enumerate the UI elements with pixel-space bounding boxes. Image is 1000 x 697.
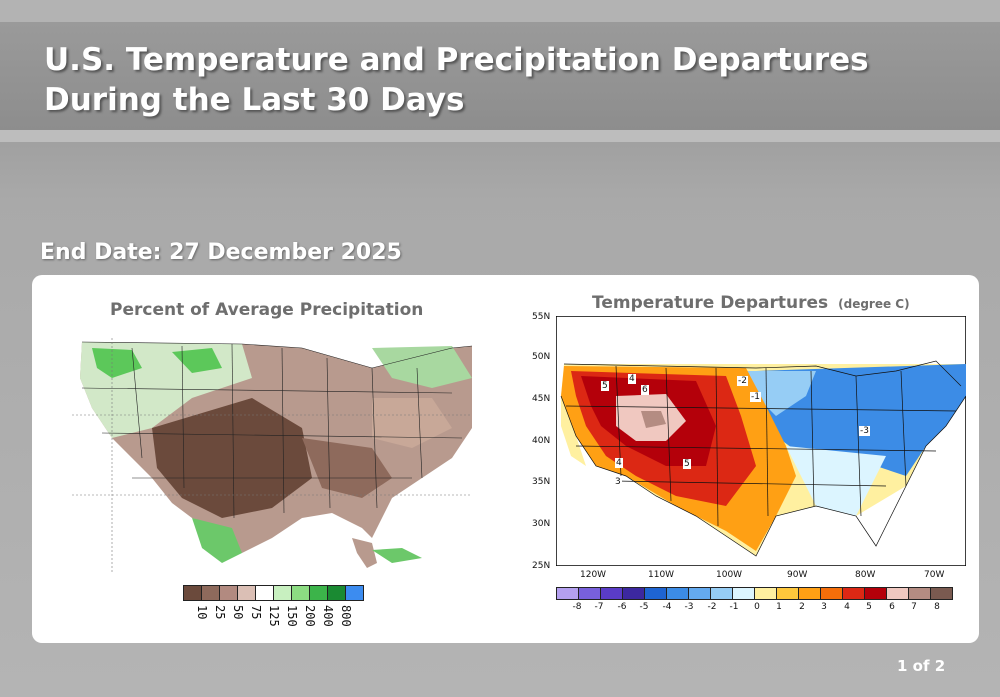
temp-legend-swatch: [578, 587, 601, 600]
temp-legend-swatch: [842, 587, 865, 600]
precip-legend-swatch: [237, 585, 256, 601]
precip-legend-swatch: [309, 585, 328, 601]
precip-legend-swatch: [219, 585, 238, 601]
temp-legend-swatch: [798, 587, 821, 600]
contour-label: 5: [683, 459, 691, 469]
lon-label: 120W: [580, 570, 607, 580]
precip-legend-label: 200: [303, 605, 317, 627]
contour-label: -1: [750, 392, 761, 402]
temp-legend-label: 6: [889, 602, 895, 612]
lon-label: 70W: [924, 570, 945, 580]
temp-legend-swatch: [820, 587, 843, 600]
contour-label: 4: [628, 374, 636, 384]
temp-legend-label: -7: [594, 602, 604, 612]
temp-map-image: 55N: [556, 316, 966, 566]
precip-legend-swatch: [201, 585, 220, 601]
temp-legend-label: -5: [639, 602, 649, 612]
lat-label: 45N: [532, 394, 551, 404]
lon-label: 100W: [716, 570, 743, 580]
temp-legend-label: -2: [707, 602, 717, 612]
temp-legend-label: -3: [684, 602, 694, 612]
temp-legend-label: 0: [754, 602, 760, 612]
temp-legend-swatch: [688, 587, 711, 600]
temp-legend-label: -4: [662, 602, 672, 612]
precip-legend-label: 150: [285, 605, 299, 627]
temp-legend-label: -6: [617, 602, 627, 612]
temp-legend-swatch: [710, 587, 733, 600]
temp-legend-swatch: [776, 587, 799, 600]
precip-legend-bar: [183, 585, 369, 601]
temp-legend-label: 1: [776, 602, 782, 612]
precip-legend-label: 125: [267, 605, 281, 627]
temp-legend-swatch: [622, 587, 645, 600]
precip-legend-label: 10: [195, 605, 209, 620]
lat-label: 25N: [532, 561, 551, 571]
precip-legend-label: 75: [249, 605, 263, 620]
precip-legend-swatch: [273, 585, 292, 601]
precip-legend-label: 25: [213, 605, 227, 620]
contour-label: 6: [641, 385, 649, 395]
temp-legend-swatch: [732, 587, 755, 600]
temp-legend-swatch: [754, 587, 777, 600]
temp-legend-swatch: [666, 587, 689, 600]
precip-legend-label: 50: [231, 605, 245, 620]
contour-label: 3: [614, 477, 622, 487]
temp-map-title: Temperature Departures (degree C): [592, 293, 910, 313]
lon-label: 80W: [855, 570, 876, 580]
precip-legend-label: 800: [339, 605, 353, 627]
precip-map-image: [72, 338, 474, 574]
temp-legend-swatch: [886, 587, 909, 600]
temp-map-unit: (degree C): [838, 297, 910, 311]
temp-legend-swatch: [600, 587, 623, 600]
temp-legend-label: 7: [911, 602, 917, 612]
precip-legend-swatch: [345, 585, 364, 601]
page-indicator: 1 of 2: [897, 657, 946, 675]
contour-label: -3: [859, 426, 870, 436]
lat-label: 55N: [532, 312, 551, 322]
page-title: U.S. Temperature and Precipitation Depar…: [44, 42, 869, 118]
temp-legend-swatch: [556, 587, 579, 600]
precip-legend-swatch: [255, 585, 274, 601]
contour-label: 5: [601, 381, 609, 391]
top-strip: [0, 0, 1000, 22]
lon-label: 90W: [787, 570, 808, 580]
precip-legend-label: 400: [321, 605, 335, 627]
title-band: [0, 22, 1000, 130]
temp-legend-label: 2: [799, 602, 805, 612]
lat-label: 40N: [532, 436, 551, 446]
precip-legend-swatch: [291, 585, 310, 601]
temp-legend-bar: [556, 587, 968, 600]
lat-label: 35N: [532, 477, 551, 487]
temp-legend-label: 8: [934, 602, 940, 612]
temp-legend-label: 3: [821, 602, 827, 612]
precip-legend-swatch: [327, 585, 346, 601]
temp-legend-swatch: [908, 587, 931, 600]
temp-legend-swatch: [864, 587, 887, 600]
lon-label: 110W: [648, 570, 675, 580]
contour-label: -2: [737, 376, 748, 386]
end-date-label: End Date: 27 December 2025: [40, 240, 402, 265]
lat-label: 30N: [532, 519, 551, 529]
temp-legend-swatch: [644, 587, 667, 600]
temp-map-title-text: Temperature Departures: [592, 293, 829, 313]
contour-label: 4: [615, 458, 623, 468]
lat-label: 50N: [532, 352, 551, 362]
title-band-divider: [0, 130, 1000, 142]
temp-legend-label: -8: [572, 602, 582, 612]
temp-legend-label: 4: [844, 602, 850, 612]
precip-map-title: Percent of Average Precipitation: [110, 300, 424, 320]
precip-legend-swatch: [183, 585, 202, 601]
temp-legend-label: -1: [729, 602, 739, 612]
temp-legend-swatch: [930, 587, 953, 600]
temp-legend-label: 5: [866, 602, 872, 612]
